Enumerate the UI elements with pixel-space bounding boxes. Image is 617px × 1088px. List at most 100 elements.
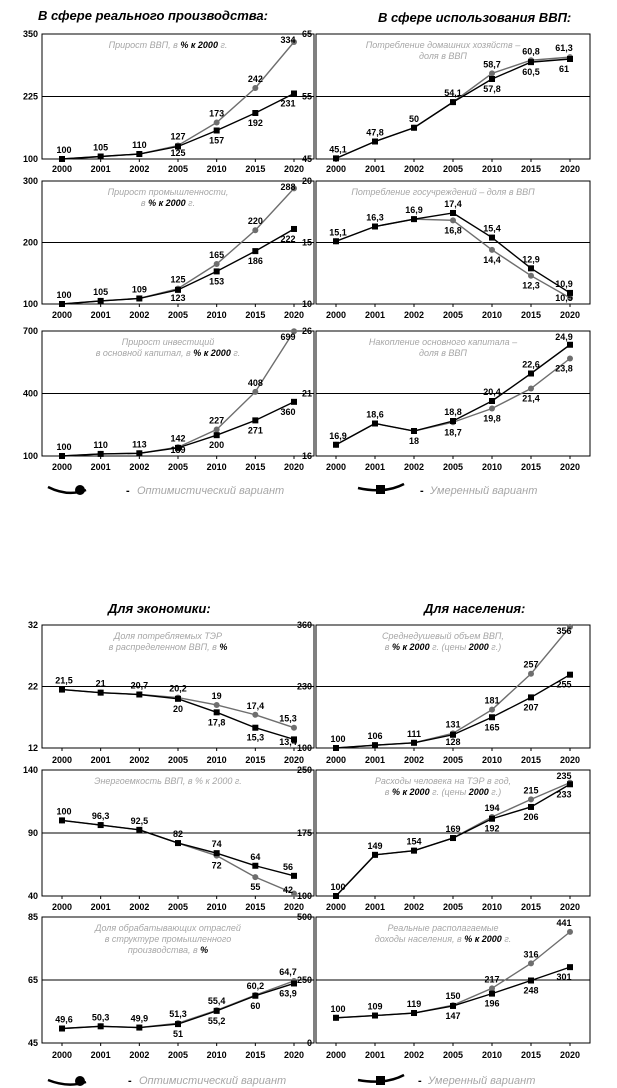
section-title-production: В сфере реального производства:: [38, 8, 268, 23]
data-point-moderate: [136, 691, 143, 698]
data-point-moderate: [489, 990, 495, 997]
x-tick-label: 2005: [443, 462, 463, 472]
plot-note-part: доля в ВВП: [419, 348, 467, 358]
plot-note: Потребление госучреждений – доля в ВВП: [351, 187, 535, 197]
x-tick-label: 2020: [560, 1050, 580, 1060]
plot-note-part: Прирост инвестиций: [122, 337, 215, 347]
data-label-optimistic: 20,2: [169, 684, 187, 694]
x-tick-label: 2002: [404, 462, 424, 472]
x-tick-label: 2010: [207, 755, 227, 765]
data-label-optimistic: 18,6: [366, 410, 384, 420]
data-point-optimistic: [528, 385, 534, 392]
data-label-optimistic: 119: [407, 999, 422, 1009]
x-tick-label: 2005: [168, 902, 188, 912]
plot-note-part: в: [385, 787, 392, 797]
x-tick-label: 2000: [52, 310, 72, 320]
data-point-moderate: [59, 156, 65, 162]
plot-note-part: Доля обрабатывающих отраслей: [94, 923, 241, 933]
data-point-moderate: [213, 127, 220, 134]
data-label-optimistic: 125: [170, 275, 185, 285]
section-title-population: Для населения:: [423, 601, 525, 616]
data-label-optimistic: 58,7: [483, 59, 501, 69]
data-point-optimistic: [252, 227, 259, 234]
data-label-moderate: 63,9: [279, 988, 297, 998]
plot-note: Накопление основного капитала – доля в ВВ…: [369, 337, 518, 358]
y-tick-label: 100: [23, 154, 38, 164]
data-point-moderate: [333, 1014, 339, 1021]
data-label-optimistic: 15,1: [329, 227, 347, 237]
plot-note-line: Доля потребляемых ТЭР: [113, 631, 222, 641]
data-point-moderate: [528, 59, 534, 66]
data-point-optimistic: [252, 874, 259, 881]
data-label-optimistic: 127: [170, 132, 185, 142]
y-tick-label: 360: [297, 620, 312, 630]
plot-note-part: г. (цены: [430, 642, 469, 652]
data-label-optimistic: 61,3: [555, 43, 573, 53]
section-titles: В сфере реального производства: В сфере …: [38, 8, 571, 616]
data-label-moderate: 233: [556, 789, 571, 799]
data-label-optimistic: 60,2: [247, 981, 265, 991]
data-label-moderate: 157: [209, 136, 224, 146]
data-point-moderate: [213, 268, 220, 275]
x-tick-label: 2000: [326, 902, 346, 912]
data-label-optimistic: 100: [56, 290, 71, 300]
plot-note-line: Прирост инвестиций: [122, 337, 215, 347]
plot-note-line: в основной капитал, в % к 2000 г.: [96, 348, 241, 358]
x-tick-label: 2001: [365, 1050, 385, 1060]
data-point-moderate: [97, 153, 104, 160]
chart-panel: 100 400 700 2000 2001 2002 2005 2010 2015 2020 При…: [23, 326, 315, 472]
x-tick-label: 2015: [245, 462, 265, 472]
data-label-optimistic: 15,3: [279, 714, 297, 724]
data-point-moderate: [333, 155, 339, 162]
data-point-moderate: [528, 803, 534, 810]
data-point-moderate: [291, 398, 297, 405]
data-label-optimistic: 142: [170, 433, 185, 443]
plot-note-part: производства, в: [128, 945, 200, 955]
x-tick-label: 2001: [91, 310, 111, 320]
data-label-optimistic: 154: [406, 837, 421, 847]
data-label-optimistic: 316: [523, 949, 538, 959]
y-tick-label: 21: [302, 389, 312, 399]
data-point-moderate: [59, 686, 65, 693]
y-tick-label: 350: [23, 29, 38, 39]
plot-note-part: Реальные располагаемые: [388, 923, 499, 933]
plot-note-line: Расходы человека на ТЭР в год,: [375, 776, 511, 786]
x-tick-label: 2010: [207, 310, 227, 320]
data-point-moderate: [450, 731, 456, 738]
data-point-optimistic: [213, 261, 220, 268]
x-tick-label: 2015: [521, 164, 541, 174]
x-tick-label: 2005: [443, 902, 463, 912]
data-point-optimistic: [252, 85, 259, 91]
data-label-optimistic: 18: [409, 436, 419, 446]
data-label-optimistic: 173: [209, 109, 224, 119]
x-tick-label: 2002: [404, 902, 424, 912]
data-label-optimistic: 42: [283, 885, 293, 895]
section-title-economy: Для экономики:: [107, 601, 211, 616]
x-tick-label: 2005: [168, 164, 188, 174]
data-label-optimistic: 96,3: [92, 811, 110, 821]
legend-marker-square: [376, 485, 385, 494]
data-label-optimistic: 100: [56, 806, 71, 816]
plot-note-part: Среднедушевый объем ВВП,: [382, 631, 504, 641]
data-point-moderate: [450, 99, 456, 106]
data-label-optimistic: 10,5: [555, 293, 573, 303]
chart-panel: 100 175 250 2000 2001 2002 2005 2010 2015 2020 Рас…: [297, 765, 591, 912]
legend-dash: -: [418, 1075, 422, 1087]
x-tick-label: 2001: [91, 755, 111, 765]
x-tick-label: 2002: [129, 310, 149, 320]
y-tick-label: 200: [23, 238, 38, 248]
data-point-optimistic: [528, 960, 534, 967]
data-point-moderate: [372, 851, 378, 858]
data-label-moderate: 147: [445, 1011, 460, 1021]
data-point-moderate: [59, 1025, 65, 1032]
data-point-optimistic: [489, 405, 495, 412]
x-tick-label: 2005: [443, 1050, 463, 1060]
x-tick-label: 2002: [404, 755, 424, 765]
data-label-optimistic: 110: [132, 140, 147, 150]
data-point-moderate: [213, 709, 220, 716]
x-tick-label: 2000: [52, 902, 72, 912]
data-point-optimistic: [528, 670, 534, 677]
data-point-moderate: [411, 1010, 417, 1017]
data-point-moderate: [411, 739, 417, 746]
